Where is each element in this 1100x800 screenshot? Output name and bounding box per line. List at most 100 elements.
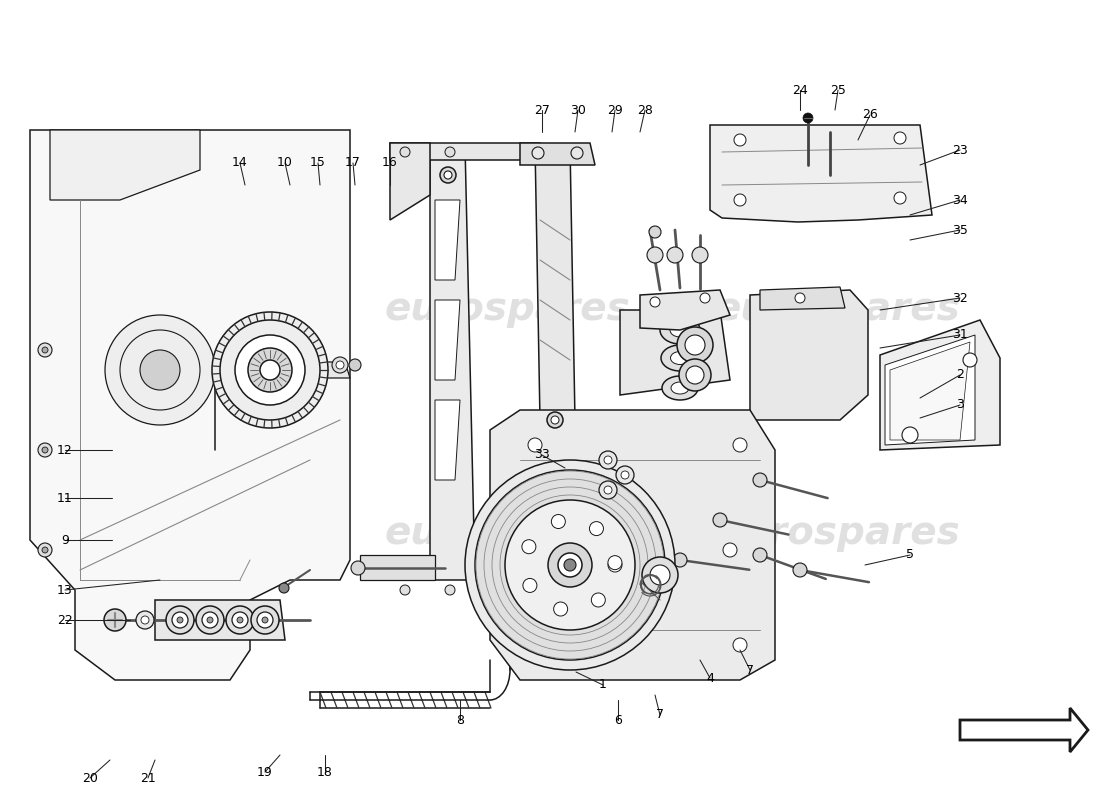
Circle shape xyxy=(685,335,705,355)
Text: 23: 23 xyxy=(953,143,968,157)
Text: 12: 12 xyxy=(57,443,73,457)
Text: 2: 2 xyxy=(956,369,964,382)
Circle shape xyxy=(196,606,224,634)
Circle shape xyxy=(734,194,746,206)
Text: eurospares: eurospares xyxy=(44,290,289,328)
Circle shape xyxy=(505,500,635,630)
Circle shape xyxy=(551,514,565,529)
Circle shape xyxy=(793,563,807,577)
Polygon shape xyxy=(50,130,200,200)
Circle shape xyxy=(649,226,661,238)
Text: eurospares: eurospares xyxy=(44,514,289,552)
Polygon shape xyxy=(640,290,730,330)
Circle shape xyxy=(332,357,348,373)
Circle shape xyxy=(104,315,214,425)
Text: 35: 35 xyxy=(953,223,968,237)
Circle shape xyxy=(590,522,604,535)
Polygon shape xyxy=(710,125,932,222)
Circle shape xyxy=(754,473,767,487)
Circle shape xyxy=(894,192,906,204)
Circle shape xyxy=(692,247,708,263)
Ellipse shape xyxy=(671,382,689,394)
Circle shape xyxy=(600,451,617,469)
Text: 17: 17 xyxy=(345,157,361,170)
Circle shape xyxy=(754,548,767,562)
Circle shape xyxy=(446,147,455,157)
Text: 32: 32 xyxy=(953,291,968,305)
Text: 18: 18 xyxy=(317,766,333,778)
Circle shape xyxy=(700,293,710,303)
Polygon shape xyxy=(390,143,430,220)
Circle shape xyxy=(733,638,747,652)
Text: 29: 29 xyxy=(607,103,623,117)
Circle shape xyxy=(667,247,683,263)
Text: 25: 25 xyxy=(830,83,846,97)
Text: eurospares: eurospares xyxy=(715,290,960,328)
Circle shape xyxy=(894,132,906,144)
Circle shape xyxy=(42,547,48,553)
Polygon shape xyxy=(520,143,595,165)
Circle shape xyxy=(600,481,617,499)
Text: 34: 34 xyxy=(953,194,968,206)
Circle shape xyxy=(571,147,583,159)
Polygon shape xyxy=(880,320,1000,450)
Circle shape xyxy=(734,134,746,146)
Circle shape xyxy=(522,578,537,593)
Circle shape xyxy=(475,470,666,660)
Polygon shape xyxy=(535,145,575,420)
Circle shape xyxy=(528,438,542,452)
Circle shape xyxy=(604,456,612,464)
Circle shape xyxy=(39,343,52,357)
Text: 13: 13 xyxy=(57,583,73,597)
Circle shape xyxy=(444,171,452,179)
Circle shape xyxy=(400,147,410,157)
Polygon shape xyxy=(490,410,776,680)
Circle shape xyxy=(548,543,592,587)
Circle shape xyxy=(351,561,365,575)
Polygon shape xyxy=(434,200,460,280)
Text: eurospares: eurospares xyxy=(385,514,630,552)
Circle shape xyxy=(104,609,126,631)
Text: 6: 6 xyxy=(614,714,622,726)
Text: 19: 19 xyxy=(257,766,273,778)
Polygon shape xyxy=(30,130,350,680)
Ellipse shape xyxy=(671,351,690,365)
Circle shape xyxy=(260,360,280,380)
Circle shape xyxy=(642,557,678,593)
Text: 1: 1 xyxy=(600,678,607,691)
Polygon shape xyxy=(250,362,350,378)
Circle shape xyxy=(177,617,183,623)
Circle shape xyxy=(650,565,670,585)
Circle shape xyxy=(349,359,361,371)
Circle shape xyxy=(446,585,455,595)
Circle shape xyxy=(608,558,622,572)
Circle shape xyxy=(39,443,52,457)
Circle shape xyxy=(604,486,612,494)
Text: 14: 14 xyxy=(232,157,248,170)
Circle shape xyxy=(141,616,149,624)
Text: eurospares: eurospares xyxy=(385,290,630,328)
Text: 4: 4 xyxy=(706,671,714,685)
Circle shape xyxy=(232,612,248,628)
Circle shape xyxy=(235,335,305,405)
Circle shape xyxy=(553,543,566,557)
Polygon shape xyxy=(390,143,544,160)
Text: 20: 20 xyxy=(82,771,98,785)
Text: 7: 7 xyxy=(656,709,664,722)
Circle shape xyxy=(279,583,289,593)
Polygon shape xyxy=(360,555,434,580)
Circle shape xyxy=(532,147,544,159)
Text: 31: 31 xyxy=(953,329,968,342)
Text: 16: 16 xyxy=(382,157,398,170)
Circle shape xyxy=(621,471,629,479)
Polygon shape xyxy=(430,145,475,580)
Text: 24: 24 xyxy=(792,83,807,97)
Circle shape xyxy=(551,416,559,424)
Circle shape xyxy=(336,361,344,369)
Text: eurospares: eurospares xyxy=(715,514,960,552)
Ellipse shape xyxy=(661,345,698,371)
Polygon shape xyxy=(434,300,460,380)
Circle shape xyxy=(558,553,582,577)
Text: 5: 5 xyxy=(906,549,914,562)
Circle shape xyxy=(236,617,243,623)
